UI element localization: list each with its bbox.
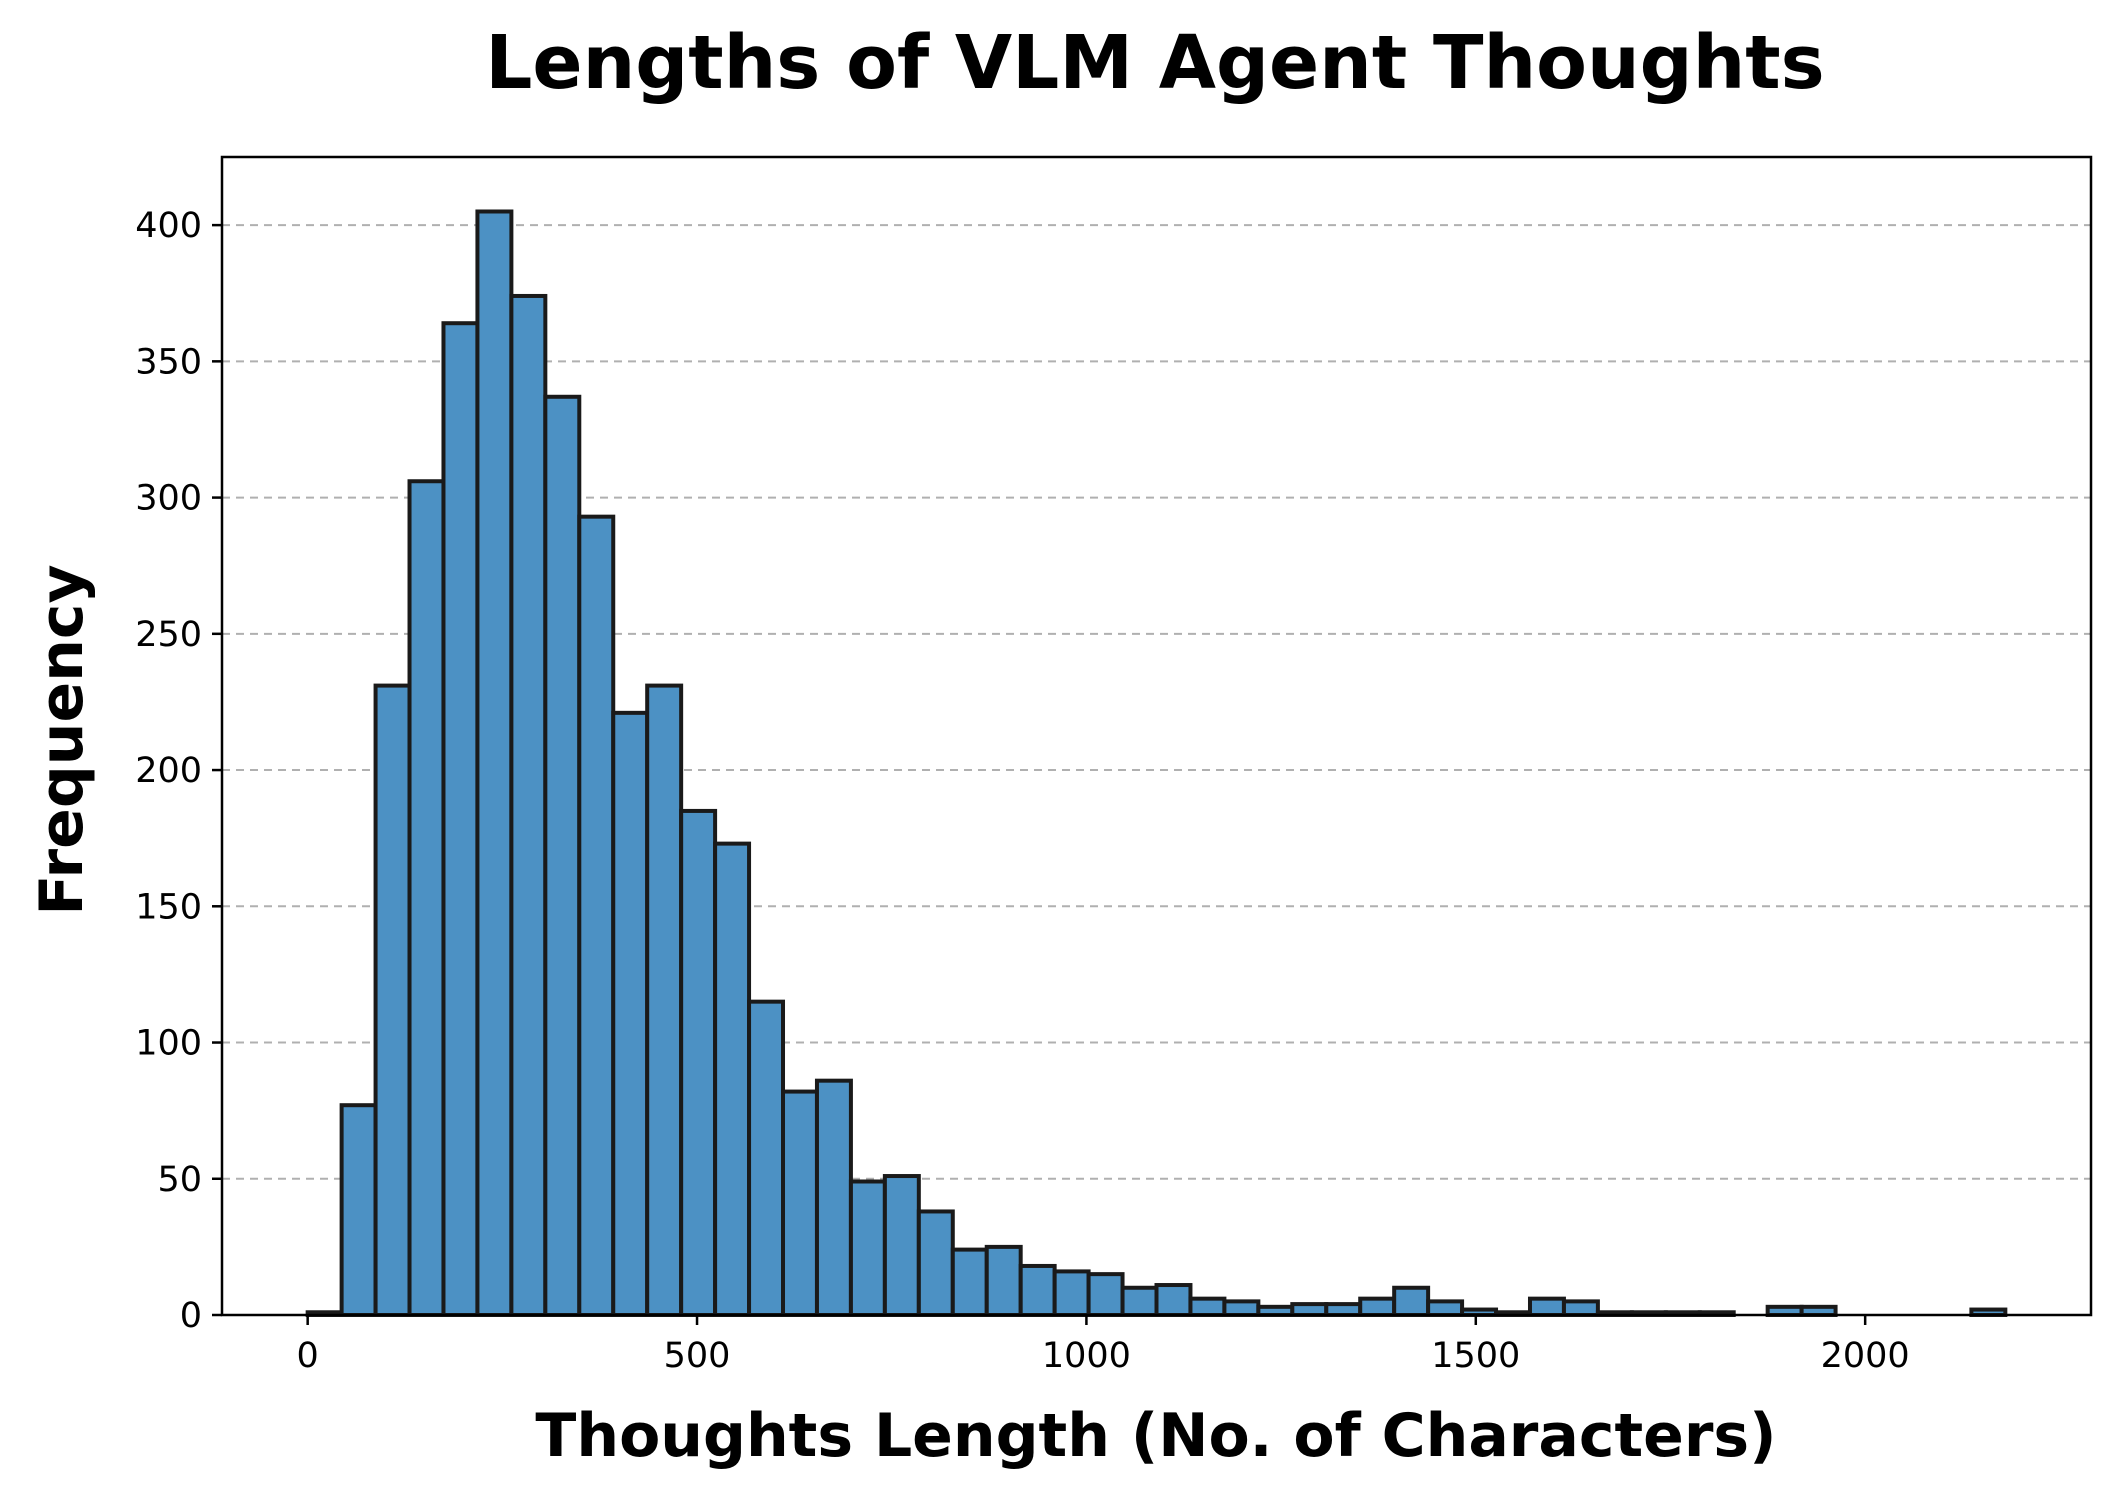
histogram-bar-36 xyxy=(1527,1296,1566,1317)
histogram-bar-26 xyxy=(1188,1296,1227,1317)
histogram-bar-22 xyxy=(1052,1269,1091,1317)
y-tick-label-150: 150 xyxy=(135,887,202,927)
histogram-bar-5 xyxy=(475,209,514,1317)
y-tick-label-200: 200 xyxy=(135,751,202,791)
histogram-bar-2 xyxy=(373,683,412,1317)
y-tick-label-250: 250 xyxy=(135,615,202,655)
histogram-bar-32 xyxy=(1392,1285,1431,1317)
y-tick-label-400: 400 xyxy=(135,206,202,246)
histogram-bar-13 xyxy=(747,999,786,1317)
histogram-bar-9 xyxy=(611,710,650,1317)
histogram-bar-14 xyxy=(781,1089,819,1317)
histogram-bar-1 xyxy=(339,1103,378,1317)
y-tick-label-50: 50 xyxy=(157,1160,202,1200)
histogram-bar-12 xyxy=(713,841,752,1317)
histogram-bar-30 xyxy=(1324,1302,1363,1318)
histogram-bar-7 xyxy=(543,394,582,1317)
y-tick-label-100: 100 xyxy=(135,1024,202,1064)
x-tick-label-1000: 1000 xyxy=(1042,1336,1131,1376)
histogram-bar-15 xyxy=(814,1078,853,1317)
plot-frame xyxy=(220,155,2093,1317)
x-tick-label-0: 0 xyxy=(297,1336,319,1376)
histogram-bar-11 xyxy=(679,808,718,1317)
histogram-bar-17 xyxy=(882,1174,921,1318)
histogram-bar-29 xyxy=(1290,1302,1329,1318)
histogram-bars xyxy=(305,209,2008,1318)
x-axis-ticks: 0 500 1000 1500 2000 xyxy=(297,1315,1910,1376)
x-tick-label-2000: 2000 xyxy=(1821,1336,1910,1376)
histogram-bar-6 xyxy=(509,293,548,1317)
chart-title: Lengths of VLM Agent Thoughts xyxy=(485,20,1824,106)
histogram-bar-19 xyxy=(950,1247,989,1317)
histogram-bar-4 xyxy=(441,321,480,1318)
x-axis-label: Thoughts Length (No. of Characters) xyxy=(535,1401,1776,1471)
histogram-bar-3 xyxy=(407,479,446,1317)
histogram-bar-31 xyxy=(1358,1296,1397,1317)
histogram-bar-25 xyxy=(1154,1283,1193,1317)
histogram-bar-10 xyxy=(645,683,684,1317)
histogram-bar-23 xyxy=(1086,1272,1125,1317)
histogram-bar-27 xyxy=(1222,1299,1261,1317)
y-axis-ticks: 0 50 100 150 200 250 300 350 400 xyxy=(135,206,222,1336)
histogram-bar-18 xyxy=(916,1209,955,1318)
y-tick-label-0: 0 xyxy=(180,1296,202,1336)
histogram-bar-33 xyxy=(1426,1299,1465,1317)
histogram-bar-20 xyxy=(984,1244,1023,1317)
x-tick-label-500: 500 xyxy=(664,1336,731,1376)
y-axis-label: Frequency xyxy=(27,564,97,915)
histogram-bar-21 xyxy=(1018,1263,1057,1318)
y-tick-label-300: 300 xyxy=(135,479,202,519)
histogram-bar-16 xyxy=(848,1179,887,1317)
histogram-bar-37 xyxy=(1561,1299,1600,1317)
y-tick-label-350: 350 xyxy=(135,342,202,382)
histogram-bar-24 xyxy=(1120,1285,1159,1317)
histogram-bar-8 xyxy=(577,514,616,1317)
x-tick-label-1500: 1500 xyxy=(1431,1336,1520,1376)
